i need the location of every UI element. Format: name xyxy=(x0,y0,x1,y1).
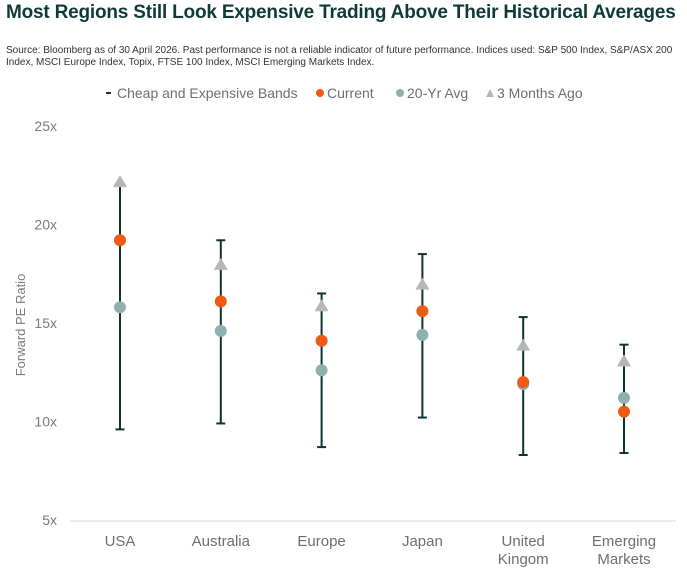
three-months-ago-point xyxy=(314,299,329,312)
y-tick-label: 20x xyxy=(34,217,57,233)
legend-label-avg: 20-Yr Avg xyxy=(407,85,468,101)
chart-title: Most Regions Still Look Expensive Tradin… xyxy=(6,2,676,23)
y-tick-label: 25x xyxy=(34,118,57,134)
category-label: USA xyxy=(105,533,136,550)
twenty-year-avg-point xyxy=(214,324,227,337)
current-point xyxy=(416,305,429,318)
three-months-ago-point xyxy=(113,175,127,188)
y-tick-label: 15x xyxy=(34,315,57,331)
y-tick-label: 5x xyxy=(42,512,57,528)
three-months-ago-point xyxy=(415,277,430,290)
twenty-year-avg-point xyxy=(416,328,429,341)
three-months-ago-point xyxy=(516,338,531,351)
legend-current-marker xyxy=(316,89,324,97)
twenty-year-avg-point xyxy=(315,364,328,377)
current-point xyxy=(214,295,227,308)
source-note: Source: Bloomberg as of 30 April 2026. P… xyxy=(6,45,673,68)
legend-avg-marker xyxy=(396,89,404,97)
y-axis-label: Forward PE Ratio xyxy=(13,274,28,377)
category-label: Australia xyxy=(192,533,251,550)
legend-label-band: Cheap and Expensive Bands xyxy=(117,85,298,101)
current-point xyxy=(315,334,328,347)
category-label: Japan xyxy=(402,533,443,550)
legend-label-three_months: 3 Months Ago xyxy=(497,85,583,101)
y-tick-label: 10x xyxy=(34,414,57,430)
category-label: United Kingom xyxy=(498,533,549,568)
legend-three-months-marker xyxy=(486,89,494,97)
twenty-year-avg-point xyxy=(618,391,630,404)
three-months-ago-point xyxy=(617,354,631,367)
three-months-ago-point xyxy=(213,257,228,270)
category-label: Emerging Markets xyxy=(592,533,656,568)
current-point xyxy=(114,234,126,247)
twenty-year-avg-point xyxy=(114,301,126,314)
current-point xyxy=(618,405,630,418)
current-point xyxy=(517,376,530,389)
legend-label-current: Current xyxy=(327,85,374,101)
category-label: Europe xyxy=(297,533,345,550)
